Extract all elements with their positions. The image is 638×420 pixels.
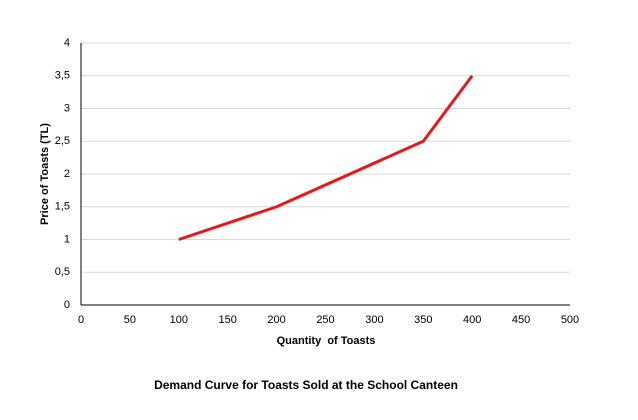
x-tick-label: 300	[365, 314, 383, 326]
y-tick-label: 0	[64, 299, 70, 311]
y-tick-label: 4	[64, 37, 70, 49]
chart-title: Demand Curve for Toasts Sold at the Scho…	[154, 378, 458, 392]
x-tick-label: 450	[512, 314, 530, 326]
y-tick-label: 3,5	[55, 70, 70, 82]
y-tick-label: 0,5	[55, 266, 70, 278]
y-tick-label: 2,5	[55, 135, 70, 147]
x-tick-label: 400	[463, 314, 481, 326]
y-tick-label: 1	[64, 233, 70, 245]
y-tick-label: 1,5	[55, 201, 70, 213]
x-tick-label: 0	[78, 314, 84, 326]
x-tick-label: 350	[414, 314, 432, 326]
y-tick-label: 3	[64, 102, 70, 114]
y-tick-label: 2	[64, 168, 70, 180]
y-axis-label: Price of Toasts (TL)	[39, 123, 51, 225]
x-tick-label: 250	[316, 314, 334, 326]
x-tick-label: 50	[124, 314, 136, 326]
x-tick-label: 500	[561, 314, 579, 326]
x-tick-label: 150	[219, 314, 237, 326]
x-tick-label: 200	[267, 314, 285, 326]
demand-line	[178, 74, 474, 241]
x-axis-label: Quantity of Toasts	[277, 335, 376, 347]
x-tick-label: 100	[170, 314, 188, 326]
